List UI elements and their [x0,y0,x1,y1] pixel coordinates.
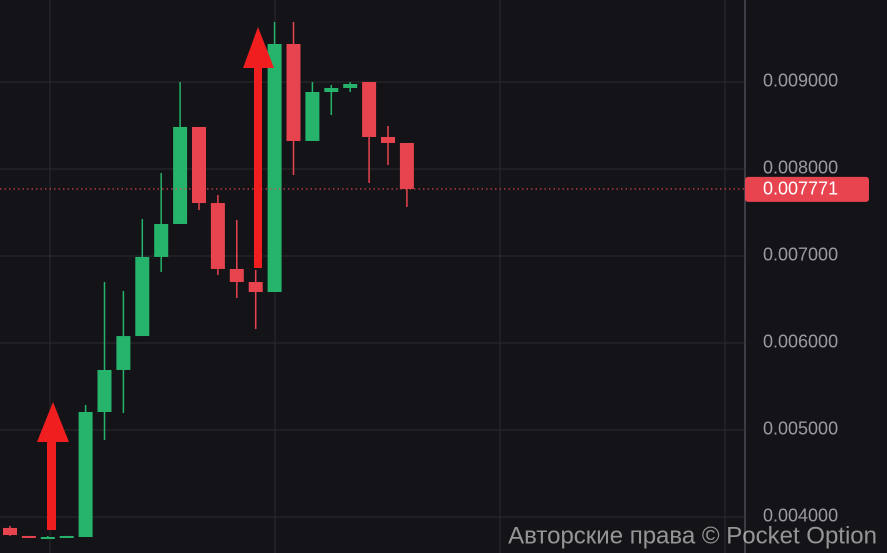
candle-body [324,88,339,93]
y-tick-label: 0.010000 [763,0,838,4]
candle-body [59,535,74,538]
candle-body [248,282,263,293]
candle-body [116,336,131,370]
y-tick-label: 0.009000 [763,71,838,91]
watermark: Авторские права © Pocket Option [508,522,877,549]
candle-body [78,411,93,538]
candle-body [381,136,395,143]
candle-body [135,256,150,337]
candle-body [192,126,206,204]
arrow-up [243,27,274,268]
y-tick-label: 0.006000 [763,332,838,352]
candle-body [40,537,55,540]
arrow-up [37,402,69,530]
candle-body [210,203,225,269]
candle-body [3,527,17,536]
y-tick-label: 0.004000 [763,506,838,526]
candle-body [305,92,320,141]
candle-body [97,369,112,412]
price-label-box [745,176,869,202]
candle-body [267,43,282,293]
candle-body [229,268,244,283]
candle-body [21,535,36,538]
y-tick-label: 0.005000 [763,419,838,439]
candle-body [173,126,188,224]
candle-body [154,223,169,257]
candle-body [399,142,414,189]
y-tick-label: 0.007000 [763,245,838,265]
price-label: 0.007771 [763,179,838,199]
plot: 0.010000 0.009000 0.008000 0.007000 0.006000… [0,0,869,540]
candle-body [286,43,301,141]
y-tick-label: 0.008000 [763,158,838,178]
candle-body [362,81,377,137]
candle-body [343,83,358,89]
